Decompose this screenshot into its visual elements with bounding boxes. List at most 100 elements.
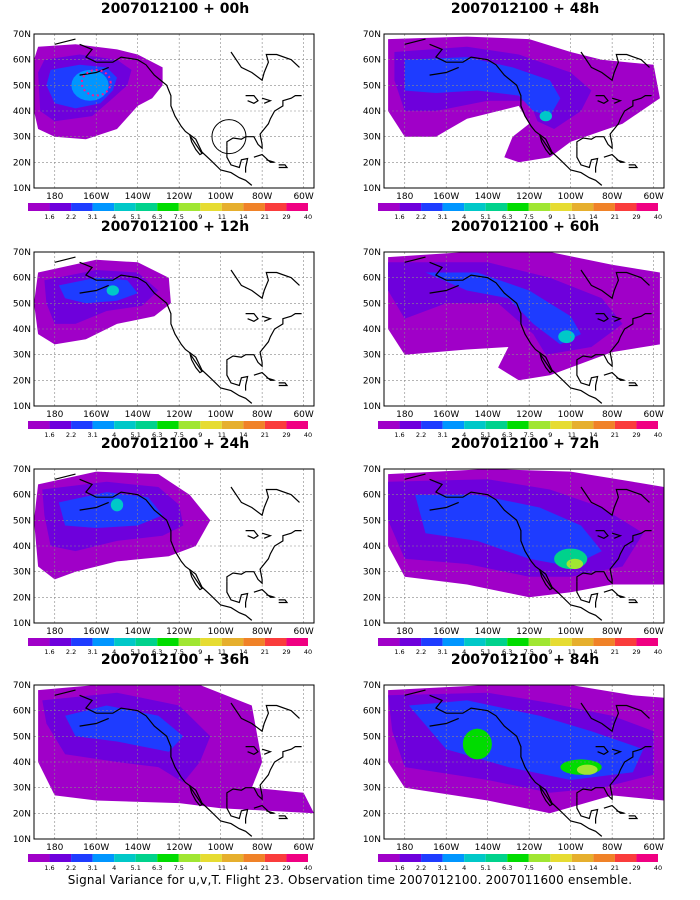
- colorbar-label: 3.1: [437, 213, 447, 220]
- colorbar-label: 4: [462, 431, 466, 438]
- coastline: [611, 532, 623, 539]
- panel-title: 2007012100 + 00h: [100, 1, 250, 17]
- colorbar-label: 7.5: [524, 864, 534, 871]
- lat-label: 50N: [363, 732, 381, 742]
- coastline: [576, 312, 652, 368]
- lat-label: 60N: [363, 274, 381, 284]
- lat-label: 30N: [13, 133, 31, 143]
- lon-label: 60W: [293, 627, 313, 637]
- lon-label: 60W: [643, 410, 663, 420]
- lat-label: 30N: [363, 568, 381, 578]
- lat-label: 40N: [13, 325, 31, 335]
- colorbar-label: 5.1: [131, 864, 141, 871]
- coastline: [576, 745, 652, 801]
- colorbar-label: 11: [568, 431, 576, 438]
- colorbar-swatch: [614, 203, 637, 211]
- colorbar-swatch: [178, 421, 201, 429]
- lon-label: 160W: [83, 843, 109, 853]
- lon-label: 60W: [643, 627, 663, 637]
- lat-label: 30N: [363, 784, 381, 794]
- lon-label: 120W: [166, 410, 192, 420]
- colorbar-swatch: [200, 203, 222, 211]
- colorbar-swatch: [92, 421, 115, 429]
- variance-map: 70N 60N 50N 40N 30N 20N 10N 180 160W 140W 120W 100W…: [13, 465, 315, 655]
- coastline: [79, 66, 109, 76]
- coastline: [404, 689, 426, 696]
- coastline: [226, 146, 249, 173]
- coastline: [611, 315, 623, 322]
- colorbar-swatch: [28, 854, 50, 862]
- variance-contour: [110, 498, 124, 512]
- colorbar-label: 14: [239, 648, 247, 655]
- lat-label: 10N: [13, 184, 31, 194]
- colorbar-label: 40: [304, 648, 312, 655]
- colorbar-label: 2.2: [416, 431, 426, 438]
- colorbar-swatch: [221, 421, 244, 429]
- coastline: [429, 694, 603, 837]
- colorbar-label: 21: [611, 213, 619, 220]
- variance-map: 70N 60N 50N 40N 30N 20N 10N 180 160W 140W 120W 100W…: [13, 30, 315, 220]
- lon-label: 140W: [475, 192, 501, 202]
- colorbar-swatch: [421, 203, 443, 211]
- lat-label: 70N: [363, 465, 381, 475]
- colorbar-label: 40: [304, 864, 312, 871]
- colorbar-label: 29: [632, 431, 640, 438]
- colorbar-swatch: [421, 638, 443, 646]
- colorbar-swatch: [614, 421, 637, 429]
- colorbar-label: 1.6: [44, 864, 54, 871]
- colorbar-swatch: [200, 638, 222, 646]
- colorbar-label: 2.2: [416, 648, 426, 655]
- colorbar-label: 2.2: [66, 864, 76, 871]
- colorbar-swatch: [528, 421, 551, 429]
- lon-label: 180: [46, 627, 63, 637]
- colorbar-swatch: [399, 421, 422, 429]
- colorbar-label: 1.6: [394, 213, 404, 220]
- lon-label: 100W: [208, 410, 234, 420]
- lat-label: 20N: [363, 158, 381, 168]
- lon-label: 180: [396, 192, 413, 202]
- colorbar-swatch: [178, 203, 201, 211]
- colorbar-label: 11: [218, 864, 226, 871]
- colorbar-swatch: [286, 203, 308, 211]
- colorbar-label: 21: [261, 431, 269, 438]
- colorbar-label: 29: [632, 213, 640, 220]
- lat-label: 40N: [13, 758, 31, 768]
- colorbar-label: 3.1: [87, 431, 97, 438]
- lon-label: 120W: [516, 843, 542, 853]
- variance-contour: [415, 494, 602, 567]
- colorbar-swatch: [399, 203, 422, 211]
- colorbar-swatch: [286, 421, 308, 429]
- coastline: [580, 269, 650, 300]
- lat-label: 50N: [13, 732, 31, 742]
- colorbar-label: 21: [611, 648, 619, 655]
- lat-label: 70N: [363, 30, 381, 40]
- coastline: [429, 478, 603, 621]
- variance-map: 70N 60N 50N 40N 30N 20N 10N 180 160W 140W 120W 100W…: [363, 248, 665, 438]
- colorbar-label: 9: [198, 213, 202, 220]
- variance-map: 70N 60N 50N 40N 30N 20N 10N 180 160W 140W 120W 100W…: [363, 465, 665, 655]
- coastline: [230, 486, 300, 517]
- lon-label: 140W: [125, 410, 151, 420]
- colorbar-label: 6.3: [152, 431, 162, 438]
- coastline: [79, 284, 109, 294]
- coastline: [603, 588, 625, 598]
- lat-label: 30N: [13, 568, 31, 578]
- colorbar-label: 21: [261, 864, 269, 871]
- lon-label: 80W: [252, 843, 272, 853]
- lon-label: 80W: [252, 410, 272, 420]
- colorbar-label: 14: [239, 864, 247, 871]
- colorbar-label: 29: [282, 213, 290, 220]
- colorbar-swatch: [178, 638, 201, 646]
- colorbar-swatch: [243, 638, 265, 646]
- colorbar-swatch: [464, 421, 486, 429]
- coastline: [576, 797, 599, 824]
- variance-contour: [558, 330, 575, 344]
- colorbar-label: 5.1: [481, 648, 491, 655]
- coastline: [429, 66, 459, 76]
- coastline: [226, 312, 302, 368]
- colorbar-label: 9: [198, 648, 202, 655]
- colorbar-swatch: [421, 421, 443, 429]
- coastline: [189, 568, 203, 591]
- lat-label: 10N: [13, 835, 31, 845]
- colorbar-swatch: [636, 854, 658, 862]
